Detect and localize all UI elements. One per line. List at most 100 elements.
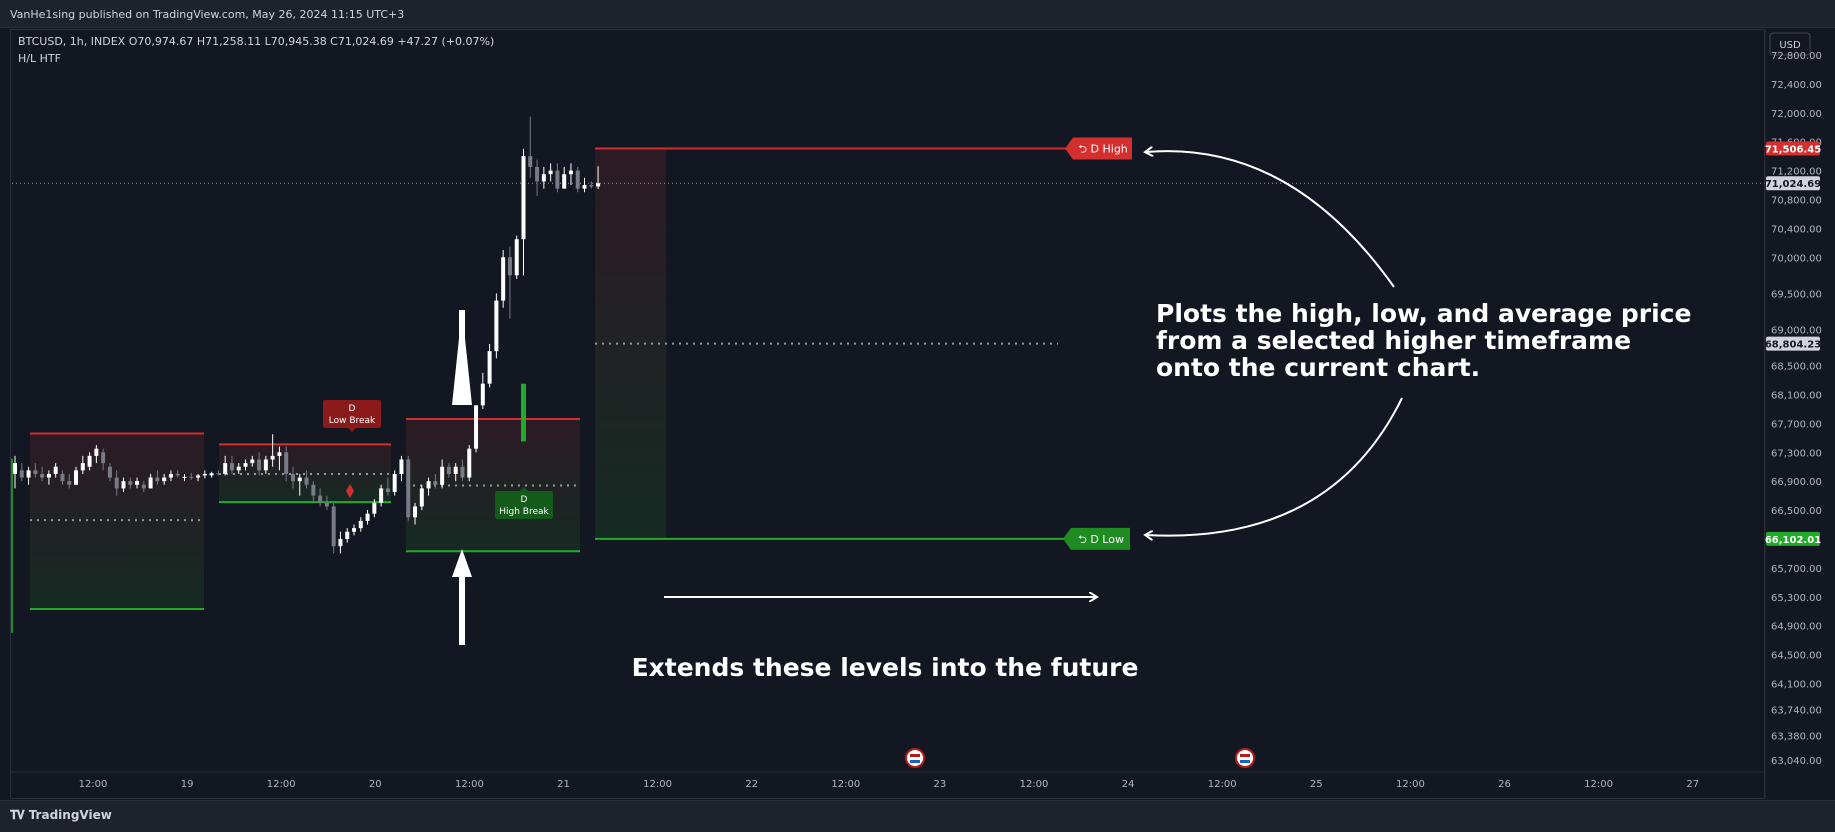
y-tick-9: 69,000.00 <box>1771 325 1822 336</box>
candle-body-51 <box>358 520 363 529</box>
candle-body-40 <box>284 452 289 474</box>
candle-body-70 <box>487 351 492 384</box>
low-break-label-line2: Low Break <box>329 416 376 426</box>
y-tick-10: 68,500.00 <box>1771 362 1822 373</box>
candle-body-3 <box>33 470 38 474</box>
d-low-tag-shape <box>1063 527 1130 550</box>
x-tick-11: 24 <box>1122 779 1135 790</box>
x-tick-12: 12:00 <box>1208 779 1237 790</box>
candle-body-86 <box>596 183 601 187</box>
y-tick-0: 72,800.00 <box>1771 51 1822 62</box>
candle-body-45 <box>318 495 323 503</box>
tv-logo-icon: 𝐓𝐕 <box>10 808 25 822</box>
candle-body-73 <box>507 257 512 276</box>
candle-body-61 <box>426 481 431 489</box>
candle-body-13 <box>101 452 106 464</box>
candle-body-66 <box>460 466 465 478</box>
candle-body-42 <box>297 477 302 482</box>
symbol-legend[interactable]: BTCUSD, 1h, INDEX O70,974.67 H71,258.11 … <box>18 35 495 48</box>
candle-body-35 <box>250 459 255 464</box>
low-break-marker <box>346 484 354 498</box>
candle-body-71 <box>494 300 499 352</box>
d-high-tag-shape <box>1065 137 1132 160</box>
x-tick-13: 25 <box>1310 779 1323 790</box>
price-tag-current-box <box>1766 176 1820 191</box>
candle-body-81 <box>562 174 567 189</box>
candle-body-19 <box>141 484 146 489</box>
price-tag-low-box <box>1766 531 1820 546</box>
y-tick-14: 66,900.00 <box>1771 477 1822 488</box>
candle-body-50 <box>352 528 356 532</box>
currency-label: USD <box>1779 40 1801 51</box>
candle-body-7 <box>60 473 65 482</box>
candle-body-63 <box>440 466 445 485</box>
x-tick-16: 12:00 <box>1584 779 1613 790</box>
candle-body-29 <box>209 473 214 476</box>
candle-body-28 <box>202 473 207 476</box>
candle-body-69 <box>480 383 485 406</box>
candle-body-25 <box>182 476 187 478</box>
description-line-2: onto the current chart. <box>1156 353 1480 382</box>
y-tick-22: 63,380.00 <box>1771 731 1822 742</box>
candle-body-78 <box>541 174 546 182</box>
y-tick-4: 71,200.00 <box>1771 167 1822 178</box>
candle-body-21 <box>155 477 160 482</box>
candle-body-5 <box>46 473 51 478</box>
indicator-legend[interactable]: H/L HTF <box>18 52 61 65</box>
candle-body-82 <box>568 170 573 175</box>
currency-button <box>1769 32 1811 56</box>
candle-body-15 <box>114 477 119 489</box>
candle-body-48 <box>338 538 343 547</box>
high-break-label-line2: High Break <box>499 507 549 517</box>
tradingview-logo[interactable]: 𝐓𝐕 TradingView <box>10 808 112 823</box>
high-break-label: D High Break <box>495 487 553 519</box>
x-tick-14: 12:00 <box>1396 779 1425 790</box>
candle-body-59 <box>413 506 418 518</box>
candle-body-12 <box>94 448 99 456</box>
y-tick-8: 69,500.00 <box>1771 289 1822 300</box>
y-tick-2: 72,000.00 <box>1771 109 1822 120</box>
candle-body-27 <box>196 475 201 478</box>
candle-body-65 <box>453 466 458 474</box>
price-tag-high-box <box>1766 141 1820 156</box>
up-arrow-shaft <box>459 575 465 645</box>
y-tick-12: 67,700.00 <box>1771 419 1822 430</box>
y-tick-6: 70,400.00 <box>1771 224 1822 235</box>
candle-body-85 <box>589 185 594 187</box>
d-low-tag: ⮌ D Low <box>1063 527 1130 550</box>
x-tick-6: 12:00 <box>643 779 672 790</box>
publish-bar: VanHe1sing published on TradingView.com,… <box>0 0 1835 28</box>
x-tick-8: 12:00 <box>831 779 860 790</box>
candle-body-46 <box>324 502 329 507</box>
event-flag-stripe-0 <box>910 754 920 757</box>
candle-body-49 <box>345 531 350 539</box>
y-tick-13: 67,300.00 <box>1771 448 1822 459</box>
x-tick-17: 27 <box>1686 779 1699 790</box>
y-tick-19: 64,500.00 <box>1771 651 1822 662</box>
y-tick-7: 70,000.00 <box>1771 253 1822 264</box>
y-tick-23: 63,040.00 <box>1771 756 1822 767</box>
candle-body-16 <box>121 481 126 489</box>
y-tick-20: 64,100.00 <box>1771 679 1822 690</box>
candle-body-47 <box>331 506 336 547</box>
high-break-candle <box>521 383 526 442</box>
y-tick-18: 64,900.00 <box>1771 622 1822 633</box>
x-tick-4: 12:00 <box>455 779 484 790</box>
candle-body-18 <box>135 481 140 485</box>
candle-body-0 <box>13 463 17 474</box>
candle-body-72 <box>501 257 506 301</box>
candle-body-4 <box>40 473 45 478</box>
low-break-label: D Low Break <box>323 400 381 432</box>
high-break-label-pointer <box>520 487 528 491</box>
d-high-tag-text: ⮌ D High <box>1078 142 1128 155</box>
down-arrow-shaft <box>459 310 465 370</box>
x-tick-1: 19 <box>181 779 194 790</box>
candle-body-39 <box>277 452 282 456</box>
candle-body-22 <box>162 477 167 482</box>
event-flag-stripe-1 <box>1240 754 1250 757</box>
candle-body-32 <box>229 463 234 471</box>
candle-body-20 <box>148 477 153 489</box>
y-tick-21: 63,740.00 <box>1771 705 1822 716</box>
candle-body-53 <box>372 502 377 514</box>
